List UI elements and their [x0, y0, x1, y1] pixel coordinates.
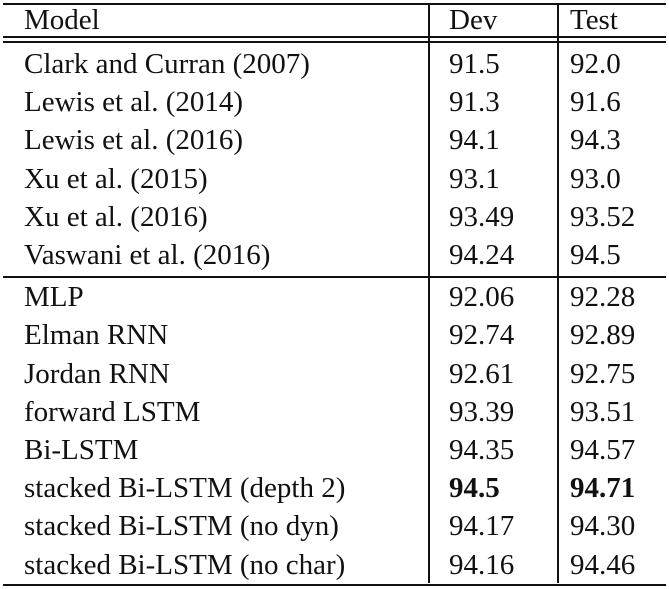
test-cell: 91.6 — [570, 86, 621, 119]
test-cell: 93.52 — [570, 200, 636, 233]
test-cell: 94.71 — [570, 472, 636, 505]
model-cell: Bi-LSTM — [24, 434, 139, 466]
test-cell: 94.30 — [570, 510, 636, 543]
test-cell: 94.57 — [570, 434, 636, 466]
dev-cell: 94.1 — [449, 124, 500, 157]
model-cell: stacked Bi-LSTM (depth 2) — [24, 472, 346, 505]
model-cell: Jordan RNN — [24, 357, 170, 390]
test-cell: 94.3 — [570, 124, 621, 157]
model-cell: Lewis et al. (2016) — [24, 124, 244, 157]
model-cell: forward LSTM — [24, 395, 201, 428]
column-rule — [557, 3, 559, 583]
header-rule — [3, 41, 666, 43]
test-cell: 92.0 — [570, 48, 621, 80]
header-cell: Dev — [449, 4, 498, 36]
dev-cell: 94.35 — [449, 434, 515, 466]
dev-cell: 92.74 — [449, 319, 515, 352]
bottom-rule — [3, 584, 666, 586]
dev-cell: 93.49 — [449, 200, 515, 233]
column-rule — [428, 3, 430, 583]
dev-cell: 94.24 — [449, 239, 515, 271]
top-rule — [3, 3, 666, 5]
model-cell: Elman RNN — [24, 319, 169, 352]
dev-cell: 92.61 — [449, 357, 515, 390]
test-cell: 94.5 — [570, 239, 621, 271]
dev-cell: 94.16 — [449, 548, 515, 581]
test-cell: 92.28 — [570, 281, 636, 314]
dev-cell: 91.5 — [449, 48, 500, 80]
dev-cell: 93.39 — [449, 395, 515, 428]
model-cell: Xu et al. (2016) — [24, 200, 208, 233]
model-cell: Lewis et al. (2014) — [24, 86, 244, 119]
test-cell: 93.51 — [570, 395, 636, 428]
dev-cell: 91.3 — [449, 86, 500, 119]
model-cell: Vaswani et al. (2016) — [24, 239, 271, 271]
test-cell: 94.46 — [570, 548, 636, 581]
group-rule — [3, 276, 666, 278]
header-rule — [3, 36, 666, 38]
model-cell: stacked Bi-LSTM (no char) — [24, 548, 346, 581]
header-cell: Model — [24, 4, 100, 36]
dev-cell: 94.17 — [449, 510, 515, 543]
dev-cell: 92.06 — [449, 281, 515, 314]
dev-cell: 94.5 — [449, 472, 500, 505]
model-cell: Clark and Curran (2007) — [24, 48, 310, 80]
test-cell: 93.0 — [570, 162, 621, 195]
dev-cell: 93.1 — [449, 162, 500, 195]
model-cell: MLP — [24, 281, 84, 314]
model-cell: Xu et al. (2015) — [24, 162, 208, 195]
header-cell: Test — [570, 4, 618, 36]
model-cell: stacked Bi-LSTM (no dyn) — [24, 510, 339, 543]
test-cell: 92.89 — [570, 319, 636, 352]
test-cell: 92.75 — [570, 357, 636, 390]
